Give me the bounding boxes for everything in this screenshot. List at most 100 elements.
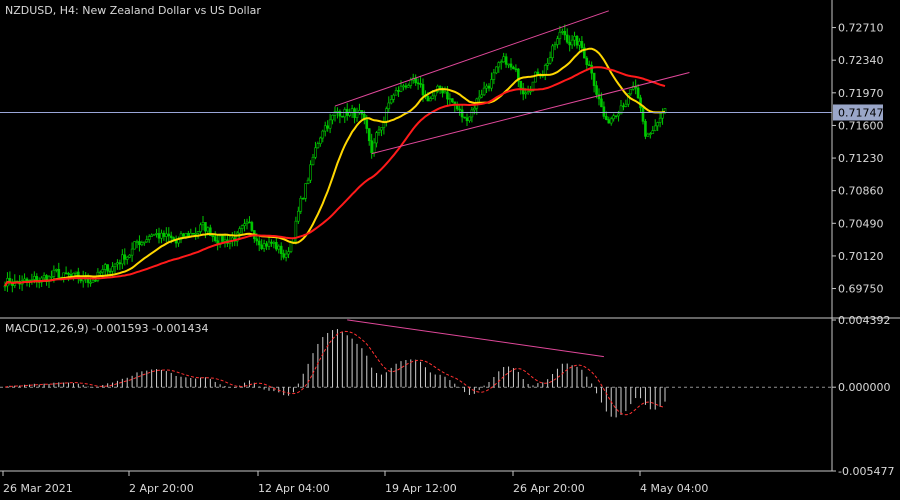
candle-body [600,98,603,108]
macd-tick-label: 0.000000 [838,381,891,394]
candle-body [103,264,107,270]
candle-body [152,233,156,236]
candle-body [446,91,449,100]
candle-body [316,143,320,149]
candle-body [597,94,601,100]
candle-body [477,96,481,100]
candle-body [196,231,200,234]
candle-body [133,241,136,250]
candle-body [89,282,92,284]
macd-divergence-line[interactable] [347,319,604,358]
candle-body [309,164,312,181]
candle-body [619,105,623,115]
candle-body [150,234,153,237]
candle-body [223,239,227,242]
candle-body [277,245,281,250]
candle-body [521,87,525,95]
price-tick-label: 0.72710 [838,22,884,35]
candle-body [392,94,395,100]
candle-body [495,66,498,74]
time-tick-label: 12 Apr 04:00 [258,482,330,495]
candle-body [595,85,598,95]
candle-body [468,116,471,122]
candle-body [165,233,168,237]
trend-channel-line[interactable] [371,72,690,155]
candle-body [206,227,210,232]
candle-body [431,95,435,99]
candle-body [125,256,129,260]
candle-body [111,266,114,272]
macd-tick-label: -0.005477 [838,465,894,478]
candle-body [492,72,496,80]
candle-body [565,34,569,43]
candle-body [561,31,564,33]
macd-panel[interactable] [0,319,832,418]
candle-body [147,236,151,240]
candle-body [248,221,251,224]
candle-body [350,108,354,113]
current-price-label: 0.71747 [838,106,884,119]
candle-body [407,85,410,88]
candle-body [353,108,356,118]
candle-body [480,94,483,98]
price-tick-label: 0.71600 [838,119,884,132]
candle-body [121,254,124,265]
candle-body [646,133,650,137]
candle-body [194,232,197,235]
candle-body [563,31,567,36]
price-panel[interactable] [0,10,832,293]
candle-body [167,233,171,237]
candle-body [67,273,70,275]
candle-body [57,269,61,278]
candle-body [174,240,178,244]
candle-body [301,197,305,200]
current-price-badge [833,104,883,121]
candle-body [74,271,78,274]
candle-body [387,102,391,110]
candle-body [235,232,239,242]
candle-body [575,35,579,46]
time-tick-label: 4 May 04:00 [640,482,708,495]
candle-body [355,112,359,118]
trend-channel-line[interactable] [334,10,609,107]
candle-body [179,233,183,240]
candle-body [3,285,7,288]
candle-body [551,45,554,58]
candle-body [389,99,393,104]
candle-body [443,91,447,94]
candle-body [543,65,547,76]
candle-body [460,109,464,118]
moving-average-slow [4,66,666,287]
candle-body [556,38,559,45]
candle-body [135,241,139,243]
candle-body [257,240,261,246]
candle-body [592,72,596,86]
candle-body [487,85,491,89]
candle-body [641,107,645,122]
candle-body [25,278,29,282]
candle-body [512,66,515,70]
candle-body [116,262,119,265]
price-tick-label: 0.69750 [838,283,884,296]
candle-body [617,113,620,117]
candle-body [451,98,454,103]
candle-body [380,127,383,131]
candle-body [404,85,408,88]
candle-body [377,129,381,133]
candle-body [275,241,278,250]
candle-body [375,132,378,144]
candle-body [414,77,417,84]
candle-body [55,269,58,271]
candle-body [272,241,276,244]
candle-body [465,117,469,122]
candle-body [86,278,90,283]
candle-body [385,108,388,122]
candle-body [323,125,327,132]
price-tick-label: 0.71970 [838,87,884,100]
candle-body [321,130,325,139]
candle-body [99,271,102,274]
candle-body [558,31,562,39]
candle-body [514,68,518,71]
